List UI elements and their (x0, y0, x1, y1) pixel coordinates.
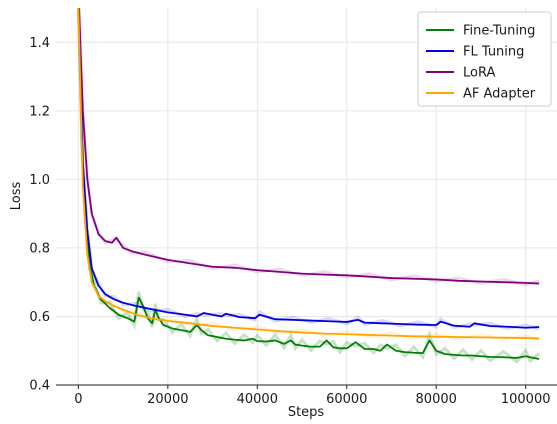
series-line-fl-tuning (77, 8, 540, 329)
y-axis-label: Loss (9, 182, 24, 211)
x-tick-label: 80000 (416, 392, 457, 407)
legend-label: AF Adapter (463, 87, 536, 102)
legend: Fine-Tuning FL Tuning LoRA AF Adapter (417, 11, 552, 107)
y-tick-label: 0.8 (29, 241, 50, 256)
y-ticks: 0.4 0.6 0.8 1.0 1.2 1.4 (29, 36, 50, 394)
y-tick-label: 1.4 (29, 36, 50, 51)
x-axis-label: Steps (288, 405, 325, 420)
x-tick-label: 0 (74, 392, 82, 407)
series-raw-band-0 (77, 8, 541, 364)
y-tick-label: 0.6 (29, 310, 50, 325)
y-tick-label: 1.0 (29, 173, 50, 188)
series-line-af-adapter (77, 8, 540, 340)
x-tick-label: 20000 (147, 392, 188, 407)
x-tick-label: 60000 (326, 392, 367, 407)
legend-label: FL Tuning (463, 45, 524, 60)
legend-box (417, 11, 552, 107)
y-tick-label: 1.2 (29, 104, 50, 119)
legend-label: Fine-Tuning (463, 24, 535, 39)
series-line-fine-tuning (77, 8, 540, 360)
y-tick-label: 0.4 (29, 379, 50, 394)
x-tick-label: 100000 (501, 392, 551, 407)
x-ticks: 0 20000 40000 60000 80000 100000 (74, 385, 551, 407)
series-lines (77, 8, 540, 360)
x-tick-label: 40000 (237, 392, 278, 407)
series-line-lora (78, 8, 540, 285)
legend-label: LoRA (463, 66, 495, 81)
